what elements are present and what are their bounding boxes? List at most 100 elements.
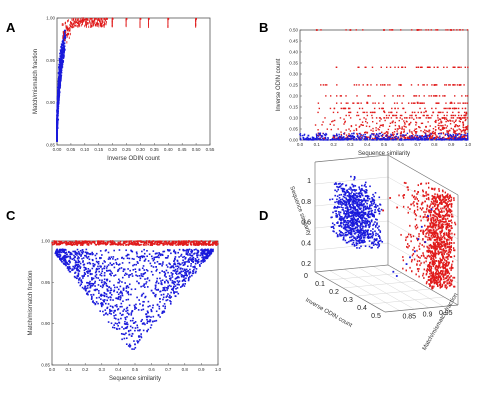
cloud-point-red-b xyxy=(451,107,454,110)
cloud-point-blue-c xyxy=(141,318,143,321)
cloud-point-blue-d xyxy=(339,200,342,203)
cloud-point-red-b xyxy=(396,117,398,119)
cloud-point-blue-d xyxy=(358,239,360,242)
cloud-point-blue-a xyxy=(56,119,58,122)
cloud-point-blue-c xyxy=(91,258,94,261)
panel-letter-b: B xyxy=(259,20,269,35)
cloud-point-blue-c xyxy=(139,277,142,280)
cloud-point-red-a xyxy=(148,17,149,21)
cloud-point-blue-a xyxy=(62,42,64,44)
cloud-point-red-b xyxy=(363,117,365,119)
cloud-point-red-b xyxy=(343,123,345,125)
cloud-point-blue-c xyxy=(171,265,174,268)
cloud-point-red-a xyxy=(76,18,78,21)
cloud-point-red-b xyxy=(436,135,438,137)
cloud-point-blue-c xyxy=(74,276,77,279)
cloud-point-blue-c xyxy=(117,324,119,327)
cloud-point-blue-c xyxy=(121,256,124,259)
cloud-point-red-b xyxy=(449,29,452,31)
cloud-point-blue-c xyxy=(106,279,108,282)
cloud-point-red-b xyxy=(383,111,386,114)
cloud-point-red-c xyxy=(184,242,187,244)
cloud-point-red-a xyxy=(139,21,141,24)
cloud-point-blue-c xyxy=(121,305,123,308)
cloud-point-blue-c xyxy=(77,272,80,275)
cloud-point-blue-c xyxy=(182,264,185,267)
cloud-point-blue-c xyxy=(143,269,146,271)
cloud-point-blue-c xyxy=(181,285,183,288)
cloud-point-blue-c xyxy=(121,276,124,279)
cloud-point-blue-c xyxy=(93,302,95,304)
data-point-blue-c xyxy=(150,310,153,313)
cloud-point-red-b xyxy=(410,84,413,86)
cloud-point-blue-c xyxy=(109,257,112,260)
cloud-point-blue-d xyxy=(362,216,364,219)
cloud-point-red-b xyxy=(342,107,344,110)
cloud-point-blue-d xyxy=(342,203,344,205)
cloud-point-red-c xyxy=(151,244,154,246)
cloud-point-red-b xyxy=(446,66,448,68)
cloud-point-blue-c xyxy=(123,274,126,276)
cloud-point-red-b xyxy=(317,102,320,104)
cloud-point-blue-c xyxy=(136,255,138,258)
cloud-point-blue-c xyxy=(181,262,184,264)
cloud-point-red-b xyxy=(403,117,406,119)
cloud-point-blue-a xyxy=(63,36,66,39)
cloud-point-blue-c xyxy=(144,272,147,274)
cloud-point-red-b xyxy=(446,138,448,140)
cloud-point-red-b xyxy=(466,126,468,128)
cloud-point-red-b xyxy=(431,114,433,117)
data-point-blue-c xyxy=(84,273,87,275)
cloud-point-red-b xyxy=(412,102,415,104)
cloud-point-blue-a xyxy=(63,42,66,45)
cloud-point-blue-c xyxy=(63,263,65,265)
cloud-point-red-b xyxy=(362,29,364,31)
cloud-point-red-c xyxy=(70,241,72,244)
cloud-point-red-b xyxy=(340,107,343,110)
cloud-point-blue-c xyxy=(133,304,136,307)
cloud-point-blue-b xyxy=(396,133,398,135)
cloud-point-blue-b xyxy=(449,137,452,140)
cloud-point-blue-a xyxy=(57,104,59,106)
cloud-point-blue-c xyxy=(161,263,164,265)
cloud-point-red-c xyxy=(170,244,172,246)
cloud-point-blue-c xyxy=(104,292,106,295)
cloud-point-red-c xyxy=(164,240,167,243)
cloud-point-blue-c xyxy=(168,294,171,297)
cloud-point-blue-c xyxy=(140,335,142,338)
cloud-point-blue-c xyxy=(127,286,130,289)
data-point-red-a xyxy=(89,17,92,20)
cloud-point-red-a xyxy=(70,24,72,27)
cloud-point-red-c xyxy=(173,240,175,243)
cloud-point-blue-c xyxy=(87,282,90,284)
cloud-point-red-a xyxy=(82,22,83,26)
cloud-point-blue-c xyxy=(103,278,106,281)
cloud-point-blue-c xyxy=(94,271,97,274)
cloud-point-blue-b xyxy=(425,136,427,139)
cloud-point-blue-c xyxy=(203,250,206,253)
cloud-point-blue-b xyxy=(390,133,392,136)
cloud-point-blue-c xyxy=(164,307,166,310)
cloud-point-red-b xyxy=(366,84,369,86)
cloud-point-blue-c xyxy=(205,256,207,259)
cloud-point-red-a xyxy=(167,24,169,27)
x-tick-label-a: 0.15 xyxy=(94,147,103,152)
cloud-point-blue-d xyxy=(341,232,344,234)
cloud-point-blue-b xyxy=(466,136,469,138)
cloud-point-red-b xyxy=(326,84,328,86)
cloud-point-blue-c xyxy=(189,257,191,259)
cloud-point-blue-d xyxy=(346,223,349,226)
cloud-point-red-c xyxy=(55,240,57,243)
cloud-point-red-c xyxy=(78,242,80,244)
cloud-point-blue-b xyxy=(415,137,417,139)
panel-letter-c: C xyxy=(6,208,16,223)
cloud-point-red-b xyxy=(459,117,462,119)
cloud-point-blue-c xyxy=(111,272,113,275)
cloud-point-blue-c xyxy=(145,281,148,283)
cloud-point-blue-c xyxy=(176,265,179,268)
cloud-point-blue-b xyxy=(461,137,463,140)
cloud-point-red-b xyxy=(436,84,438,86)
cloud-point-blue-d xyxy=(373,238,376,241)
y-tick-label-b: 0.05 xyxy=(289,127,298,132)
cloud-point-red-a xyxy=(85,20,87,24)
